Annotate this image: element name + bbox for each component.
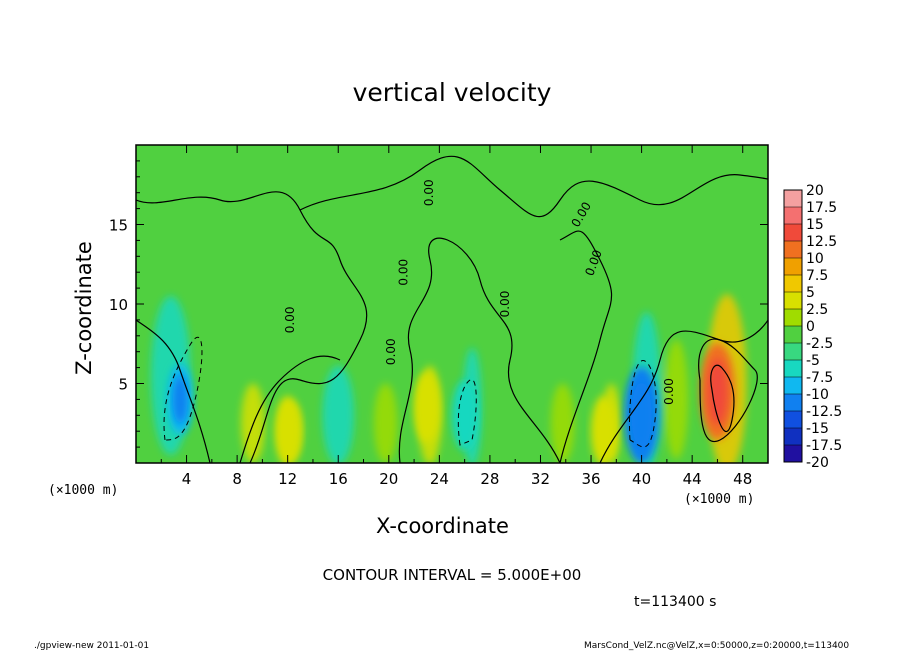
y-tick-label: 15 <box>109 217 128 235</box>
zero-contour <box>559 230 613 463</box>
positive-contour <box>698 338 758 443</box>
colorbar-swatch <box>784 309 802 327</box>
colorbar-label: 15 <box>806 217 824 233</box>
colorbar: 2017.51512.5107.552.50-2.5-5-7.5-10-12.5… <box>783 183 842 471</box>
contour-interval-label: CONTOUR INTERVAL = 5.000E+00 <box>322 566 582 584</box>
colorbar-swatch <box>784 292 802 310</box>
colorbar-swatch <box>784 275 802 293</box>
colorbar-swatch <box>784 224 802 242</box>
feature-blob <box>451 380 478 451</box>
chart-title: vertical velocity <box>352 78 552 107</box>
footer-right: MarsCond_VelZ.nc@VelZ,x=0:50000,z=0:2000… <box>584 641 850 651</box>
contour-label: 0.00 <box>384 338 398 365</box>
field-area <box>136 145 768 463</box>
x-tick-label: 24 <box>430 470 449 488</box>
zero-contour <box>299 155 768 218</box>
contour-lines: 0.000.000.000.000.000.000.000.00 <box>136 155 768 463</box>
negative-contour <box>457 379 477 446</box>
colorbar-swatch <box>784 377 802 395</box>
x-tick-label: 44 <box>683 470 702 488</box>
feature-blob <box>590 396 617 463</box>
contour-label: 0.00 <box>422 179 436 206</box>
x-tick-label: 8 <box>232 470 242 488</box>
zero-contour <box>136 319 211 463</box>
x-tick-label: 32 <box>531 470 550 488</box>
feature-blob <box>413 372 440 443</box>
colorbar-label: -5 <box>806 353 820 369</box>
x-tick-label: 36 <box>581 470 600 488</box>
colorbar-label: 0 <box>806 319 815 335</box>
x-tick-label: 16 <box>329 470 348 488</box>
zero-contour <box>136 191 368 463</box>
colorbar-swatch <box>784 411 802 429</box>
y-tick-label: 10 <box>109 296 128 314</box>
colorbar-swatch <box>784 258 802 276</box>
contour-label: 0.00 <box>498 291 512 318</box>
zero-contour <box>239 355 341 463</box>
colorbar-swatch <box>784 445 802 463</box>
time-label: t=113400 s <box>634 594 717 610</box>
colorbar-swatch <box>784 207 802 225</box>
negative-contour <box>163 336 203 441</box>
x-unit-left: (×1000 m) <box>48 483 119 498</box>
colorbar-label: -7.5 <box>806 370 833 386</box>
contour-label: 0.00 <box>283 307 297 334</box>
y-tick-label: 5 <box>118 376 128 394</box>
colorbar-swatch <box>784 360 802 378</box>
colorbar-label: -17.5 <box>806 438 842 454</box>
x-tick-label: 48 <box>733 470 752 488</box>
colorbar-swatch <box>784 326 802 344</box>
colorbar-swatch <box>784 241 802 259</box>
x-tick-label: 28 <box>480 470 499 488</box>
colorbar-label: 17.5 <box>806 200 837 216</box>
colorbar-label: 2.5 <box>806 302 828 318</box>
x-axis-label: X-coordinate <box>376 514 509 538</box>
feature-core <box>173 375 188 424</box>
colorbar-label: -15 <box>806 421 829 437</box>
colorbar-label: 5 <box>806 285 815 301</box>
feature-core <box>707 358 728 425</box>
colorbar-label: 20 <box>806 183 824 199</box>
zero-contour <box>599 319 768 463</box>
feature-blob <box>274 396 301 463</box>
x-tick-label: 4 <box>182 470 192 488</box>
colorbar-label: -20 <box>806 455 829 471</box>
colorbar-label: -2.5 <box>806 336 833 352</box>
zero-contour <box>398 237 561 463</box>
contour-label: 0.00 <box>662 378 676 405</box>
colorbar-label: 10 <box>806 251 824 267</box>
colorbar-label: 12.5 <box>806 234 837 250</box>
colorbar-swatch <box>784 343 802 361</box>
y-ticks: 5 10 15 <box>109 160 768 448</box>
footer-left: ./gpview-new 2011-01-01 <box>34 641 150 651</box>
colorbar-swatch <box>784 394 802 412</box>
x-tick-label: 12 <box>278 470 297 488</box>
x-unit-right: (×1000 m) <box>684 492 755 507</box>
positive-contour <box>710 364 735 433</box>
contour-label: 0.00 <box>397 259 411 286</box>
x-ticks: 4 8 12 16 20 24 28 32 36 40 44 48 <box>160 145 752 488</box>
colorbar-swatch <box>784 428 802 446</box>
colorbar-swatch <box>784 190 802 208</box>
x-tick-label: 20 <box>379 470 398 488</box>
colorbar-label: -10 <box>806 387 829 403</box>
colorbar-label: -12.5 <box>806 404 842 420</box>
x-tick-label: 40 <box>632 470 651 488</box>
feature-core <box>631 382 652 449</box>
colorbar-label: 7.5 <box>806 268 828 284</box>
